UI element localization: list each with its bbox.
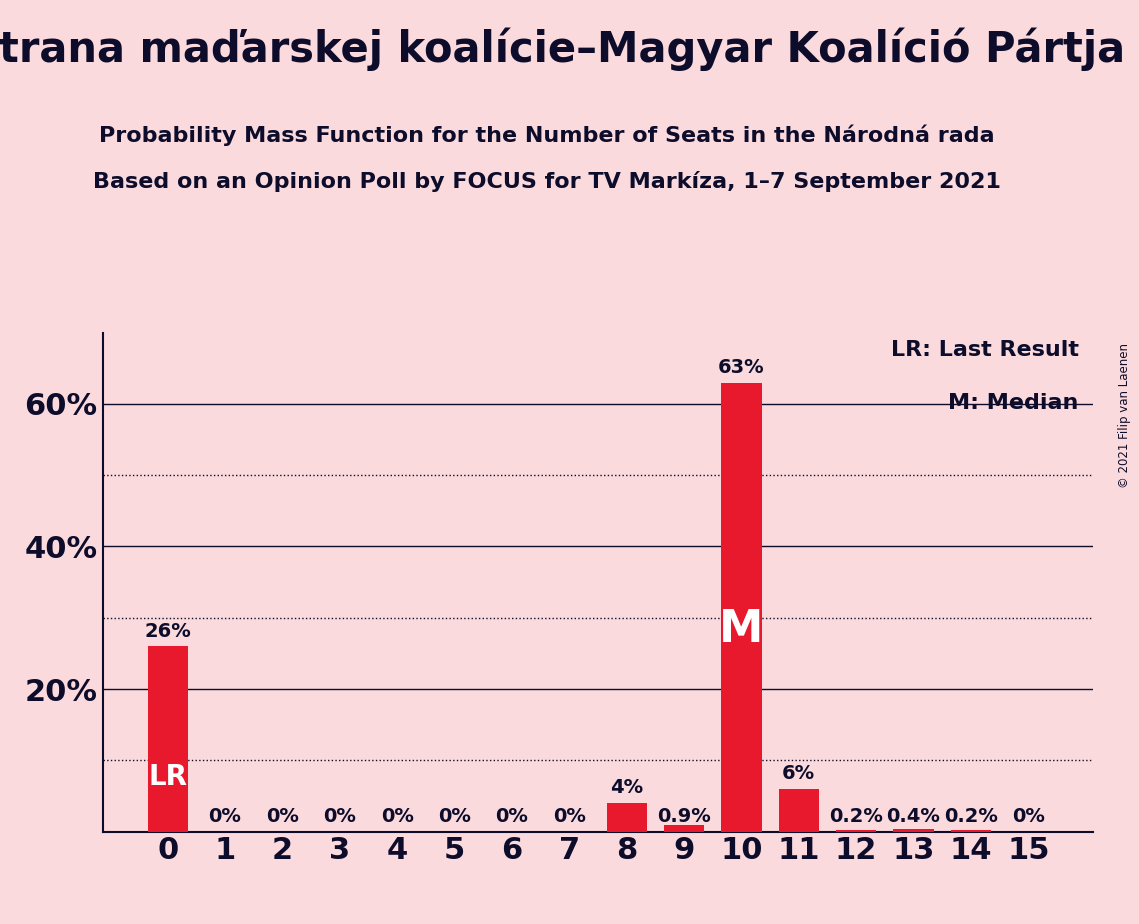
- Text: 0%: 0%: [323, 807, 357, 826]
- Text: 0%: 0%: [495, 807, 528, 826]
- Text: Probability Mass Function for the Number of Seats in the Národná rada: Probability Mass Function for the Number…: [99, 125, 994, 146]
- Text: 0%: 0%: [380, 807, 413, 826]
- Text: M: Median: M: Median: [948, 393, 1079, 412]
- Text: © 2021 Filip van Laenen: © 2021 Filip van Laenen: [1118, 344, 1131, 488]
- Text: 63%: 63%: [718, 358, 764, 377]
- Bar: [951, 830, 991, 832]
- Bar: [721, 383, 762, 832]
- Text: 0.9%: 0.9%: [657, 807, 711, 826]
- Bar: [148, 646, 188, 832]
- Text: M: M: [719, 608, 763, 651]
- Text: 0%: 0%: [439, 807, 470, 826]
- Bar: [893, 829, 934, 832]
- Text: 0.4%: 0.4%: [886, 807, 941, 826]
- Text: 0.2%: 0.2%: [829, 807, 883, 826]
- Text: Based on an Opinion Poll by FOCUS for TV Markíza, 1–7 September 2021: Based on an Opinion Poll by FOCUS for TV…: [92, 171, 1001, 192]
- Text: Strana maďarskej koalície–Magyar Koalíció Pártja: Strana maďarskej koalície–Magyar Koalíci…: [0, 28, 1125, 71]
- Bar: [664, 825, 704, 832]
- Text: 0%: 0%: [552, 807, 585, 826]
- Text: LR: LR: [148, 763, 187, 791]
- Text: 0%: 0%: [208, 807, 241, 826]
- Text: 0%: 0%: [265, 807, 298, 826]
- Text: 0%: 0%: [1011, 807, 1044, 826]
- Text: LR: Last Result: LR: Last Result: [891, 340, 1079, 360]
- Bar: [607, 803, 647, 832]
- Bar: [779, 789, 819, 832]
- Text: 0.2%: 0.2%: [944, 807, 998, 826]
- Text: 26%: 26%: [145, 622, 191, 640]
- Text: 6%: 6%: [782, 764, 816, 784]
- Text: 4%: 4%: [611, 778, 644, 797]
- Bar: [836, 830, 876, 832]
